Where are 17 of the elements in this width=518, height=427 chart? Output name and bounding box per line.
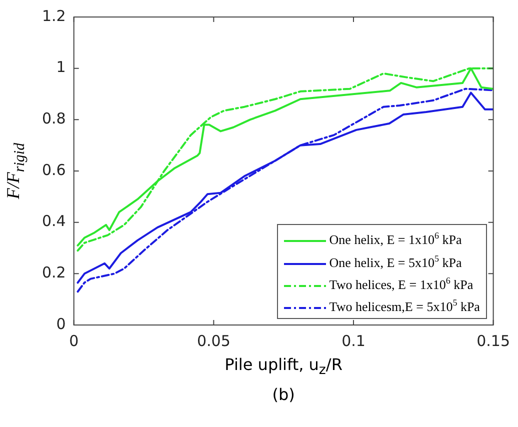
legend-label: Two helices, E = 1x10$^{6}$ kPa xyxy=(329,276,474,292)
x-axis-title: Pile uplift, u$_{z}$/R xyxy=(224,355,342,378)
y-tick-label: 1 xyxy=(56,58,66,76)
y-tick-label: 0 xyxy=(56,314,66,333)
legend-label: One helix, E = 5x10$^{5}$ kPa xyxy=(329,253,462,270)
y-tick-label: 0.6 xyxy=(42,160,66,179)
y-tick-label: 1.2 xyxy=(42,6,66,25)
y-tick-label: 0.2 xyxy=(42,264,66,282)
y-tick-label: 0.8 xyxy=(42,110,66,128)
x-tick-label: 0.05 xyxy=(196,332,230,350)
x-tick-label: 0.1 xyxy=(342,332,366,350)
legend-label: One helix, E = 1x10$^{6}$ kPa xyxy=(329,231,462,248)
x-tick-label: 0.15 xyxy=(476,332,510,350)
text: (b) xyxy=(272,385,295,404)
x-tick-label: 0 xyxy=(69,332,79,350)
y-tick-label: 0.4 xyxy=(42,212,66,230)
legend-label: Two helicesm,E = 5x10$^{5}$ kPa xyxy=(329,298,480,314)
